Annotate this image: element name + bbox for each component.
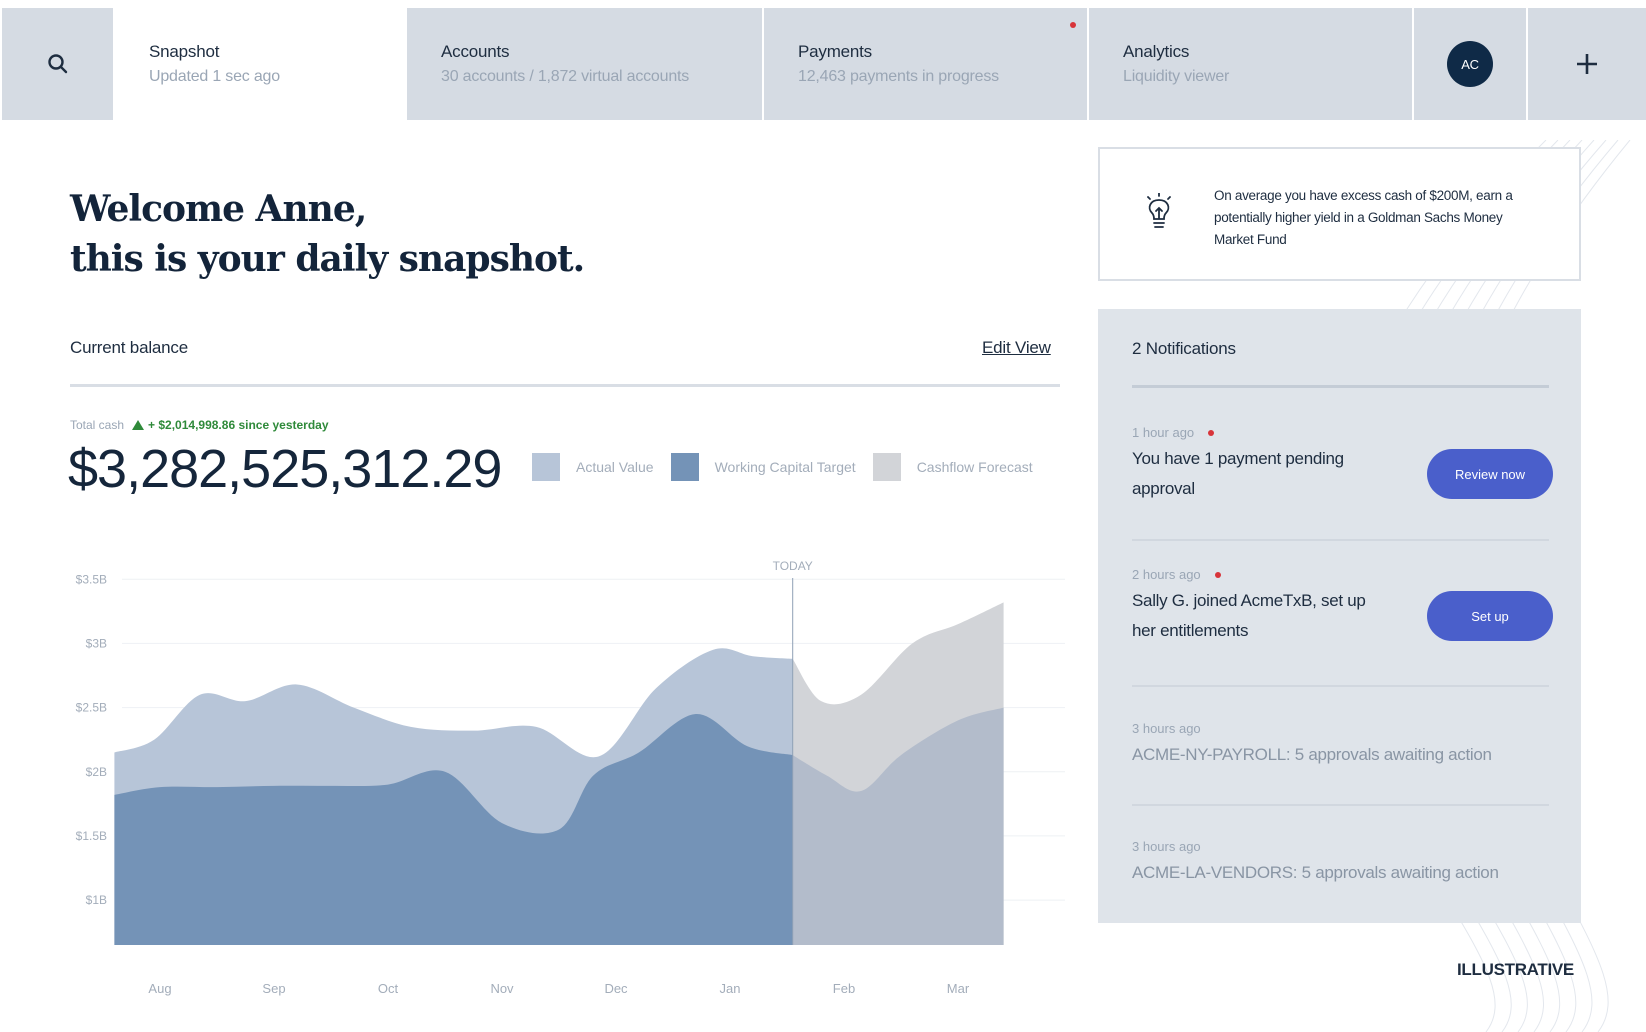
y-tick-label: $2B [86,765,107,779]
total-balance-amount: $3,282,525,312.29 [68,439,502,499]
tab-subtitle: 12,463 payments in progress [798,68,999,85]
search-icon [47,54,67,74]
legend-label: Cashflow Forecast [916,459,1033,475]
avatar[interactable]: AC [1447,41,1493,87]
notification-item: 2 hours ago Sally G. joined AcmeTxB, set… [1132,567,1553,646]
top-navigation: Snapshot Updated 1 sec ago Accounts 30 a… [0,0,1646,122]
legend-swatch [872,453,901,481]
tab-analytics[interactable]: Analytics Liquidity viewer [1089,8,1412,120]
notification-text: You have 1 payment pending approval [1132,449,1344,498]
tab-payments[interactable]: Payments 12,463 payments in progress [764,8,1087,120]
divider [70,384,1060,387]
chart-legend: Actual Value Working Capital Target Cash… [532,453,1033,481]
edit-view-link[interactable]: Edit View [982,338,1051,357]
x-tick-label: Oct [378,981,399,996]
up-triangle-icon [132,420,145,430]
welcome-line: this is your daily snapshot. [70,238,585,280]
legend-item-working-capital: Working Capital Target [670,453,856,481]
legend-swatch [670,453,699,481]
divider [1132,539,1549,541]
insight-card[interactable]: On average you have excess cash of $200M… [1098,147,1581,281]
x-tick-label: Sep [262,981,285,996]
insight-text: On average you have excess cash of $200M… [1214,188,1513,247]
notification-text: ACME-LA-VENDORS: 5 approvals awaiting ac… [1132,863,1499,882]
page-title: Welcome Anne, this is your daily snapsho… [70,184,585,284]
notifications-title: 2 Notifications [1132,339,1236,358]
legend-label: Actual Value [576,459,654,475]
x-tick-label: Feb [833,981,855,996]
legend-swatch [532,453,560,481]
balance-area-chart: $1B $1.5B $2B $2.5B $3B $3.5B TODAY Aug Sep Oct No… [76,560,1065,996]
review-now-button[interactable]: Review now [1427,449,1553,499]
y-tick-label: $3.5B [76,572,107,586]
notification-time: 2 hours ago [1132,567,1201,582]
tab-accounts[interactable]: Accounts 30 accounts / 1,872 virtual acc… [407,8,762,120]
total-cash-row: Total cash + $2,014,998.86 since yesterd… [70,418,329,432]
x-tick-label: Jan [720,981,741,996]
tab-title: Accounts [441,42,510,61]
tab-title: Analytics [1123,42,1190,61]
tab-subtitle: Updated 1 sec ago [149,68,280,85]
divider [1132,385,1549,388]
y-tick-label: $2.5B [76,701,107,715]
plus-icon [1577,54,1597,74]
lightbulb-icon [1147,193,1171,228]
divider [1132,804,1549,806]
legend-item-actual: Actual Value [532,453,654,481]
x-tick-label: Aug [148,981,171,996]
add-button[interactable] [1528,8,1646,120]
notification-item[interactable]: 3 hours ago ACME-NY-PAYROLL: 5 approvals… [1132,721,1549,770]
search-button[interactable] [2,8,113,120]
notifications-panel: 2 Notifications 1 hour ago You have 1 pa… [1098,309,1581,923]
notification-text: Sally G. joined AcmeTxB, set up her enti… [1132,591,1366,640]
tab-subtitle: 30 accounts / 1,872 virtual accounts [441,68,690,85]
notification-time: 1 hour ago [1132,425,1195,440]
notification-item[interactable]: 3 hours ago ACME-LA-VENDORS: 5 approvals… [1132,839,1549,888]
divider [1132,685,1549,687]
y-tick-label: $3B [86,636,107,650]
x-tick-label: Mar [947,981,970,996]
working-capital-area [114,713,793,945]
tab-title: Snapshot [149,42,220,61]
welcome-line: Welcome Anne, [70,188,367,230]
current-balance-label: Current balance [70,338,188,357]
notification-time: 3 hours ago [1132,839,1201,854]
set-up-button[interactable]: Set up [1427,591,1553,641]
notification-item: 1 hour ago You have 1 payment pending ap… [1132,425,1553,504]
x-tick-label: Nov [490,981,514,996]
x-tick-label: Dec [604,981,628,996]
tab-title: Payments [798,42,872,61]
y-tick-label: $1.5B [76,829,107,843]
legend-label: Working Capital Target [714,459,856,475]
user-menu[interactable]: AC [1414,8,1526,120]
delta-text: + $2,014,998.86 since yesterday [148,418,329,432]
illustrative-label: ILLUSTRATIVE [1457,960,1574,979]
y-tick-label: $1B [86,893,107,907]
notification-time: 3 hours ago [1132,721,1201,736]
notification-text: ACME-NY-PAYROLL: 5 approvals awaiting ac… [1132,745,1492,764]
alert-dot [1070,22,1076,28]
balance-delta: + $2,014,998.86 since yesterday [132,418,329,432]
tab-snapshot[interactable]: Snapshot Updated 1 sec ago [113,8,406,120]
tab-subtitle: Liquidity viewer [1123,68,1230,85]
total-cash-label: Total cash [70,418,125,432]
unread-dot [1208,429,1215,436]
unread-dot [1214,571,1221,578]
today-label: TODAY [773,560,813,573]
legend-item-forecast: Cashflow Forecast [872,453,1033,481]
forecast-working-capital-area [792,707,1004,945]
